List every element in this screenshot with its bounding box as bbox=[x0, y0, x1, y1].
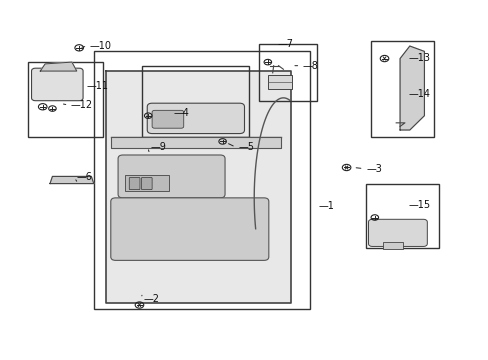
FancyBboxPatch shape bbox=[31, 68, 83, 101]
Text: —12: —12 bbox=[71, 100, 93, 110]
FancyBboxPatch shape bbox=[368, 219, 427, 247]
Text: —8: —8 bbox=[302, 61, 318, 71]
Text: —2: —2 bbox=[143, 294, 160, 303]
FancyBboxPatch shape bbox=[118, 155, 224, 198]
Text: —5: —5 bbox=[238, 142, 254, 152]
Polygon shape bbox=[40, 62, 77, 71]
Text: —3: —3 bbox=[366, 163, 381, 174]
FancyBboxPatch shape bbox=[152, 111, 183, 128]
Text: —15: —15 bbox=[408, 200, 430, 210]
Text: —13: —13 bbox=[408, 53, 430, 63]
Text: —4: —4 bbox=[174, 108, 189, 118]
Polygon shape bbox=[50, 176, 94, 184]
FancyBboxPatch shape bbox=[129, 177, 140, 190]
FancyBboxPatch shape bbox=[111, 198, 268, 260]
Text: —7: —7 bbox=[277, 39, 293, 49]
Text: —9: —9 bbox=[150, 142, 166, 152]
FancyBboxPatch shape bbox=[147, 103, 244, 134]
Text: —1: —1 bbox=[318, 201, 334, 211]
FancyBboxPatch shape bbox=[111, 137, 281, 148]
Text: —10: —10 bbox=[90, 41, 112, 51]
FancyBboxPatch shape bbox=[141, 177, 152, 190]
Polygon shape bbox=[399, 46, 424, 130]
Text: —11: —11 bbox=[86, 81, 108, 91]
FancyBboxPatch shape bbox=[106, 71, 290, 303]
FancyBboxPatch shape bbox=[125, 175, 169, 191]
FancyBboxPatch shape bbox=[267, 75, 291, 89]
Text: —14: —14 bbox=[408, 89, 430, 99]
Text: —6: —6 bbox=[77, 172, 92, 183]
FancyBboxPatch shape bbox=[382, 242, 402, 249]
